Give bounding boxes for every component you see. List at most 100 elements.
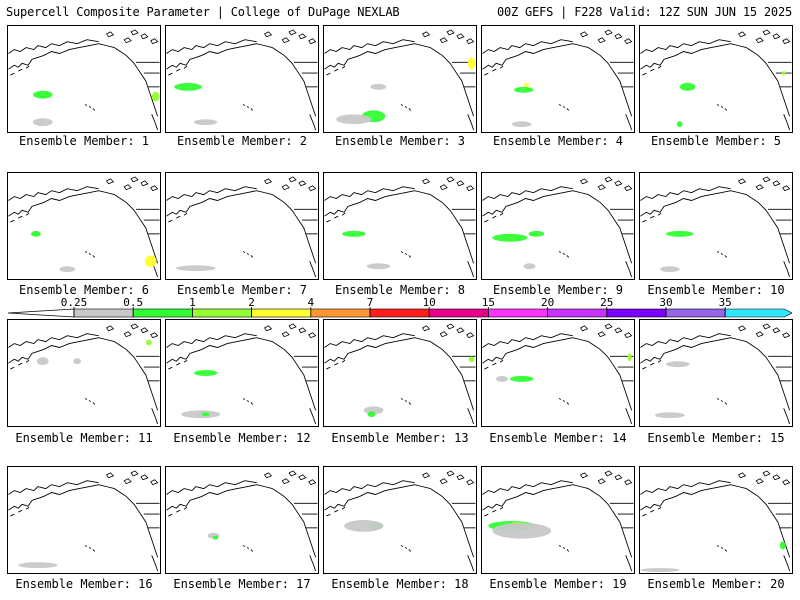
ensemble-member-caption: Ensemble Member: 15 <box>647 431 785 445</box>
scp-contour-color <box>627 353 632 362</box>
scp-colorbar <box>8 307 792 318</box>
scp-contour-gray <box>640 568 680 573</box>
map-canvas <box>482 176 634 278</box>
scp-contour-gray <box>18 562 58 569</box>
map-canvas <box>324 29 476 131</box>
scp-contour-gray <box>73 358 82 365</box>
colorbar-segment <box>724 308 792 318</box>
colorbar-segment <box>369 308 430 318</box>
ensemble-member-caption: Ensemble Member: 7 <box>176 283 308 297</box>
scp-contour-gray <box>363 406 384 415</box>
map-canvas <box>8 176 160 278</box>
ensemble-member-map-6 <box>7 172 161 280</box>
ensemble-member-caption: Ensemble Member: 9 <box>492 283 624 297</box>
ensemble-member-map-9 <box>481 172 635 280</box>
scp-contour-color <box>31 230 41 237</box>
scp-contour-color <box>679 82 696 91</box>
scp-contour-color <box>342 230 366 237</box>
scp-contour-gray <box>665 361 690 368</box>
ensemble-member-map-1 <box>7 25 161 133</box>
scp-contour-color <box>151 91 160 102</box>
ensemble-member-caption: Ensemble Member: 6 <box>18 283 150 297</box>
map-canvas <box>640 323 792 425</box>
scp-contour-gray <box>336 114 372 125</box>
scp-contour-gray <box>496 375 508 382</box>
scp-contour-gray <box>370 83 387 90</box>
ensemble-member-caption: Ensemble Member: 11 <box>15 431 153 445</box>
map-canvas <box>324 470 476 572</box>
ensemble-member-caption: Ensemble Member: 12 <box>173 431 311 445</box>
colorbar-labels: 0.25 0.5 1 2 4 7 10 15 20 25 30 35 <box>0 296 800 309</box>
scp-contour-color <box>193 370 218 376</box>
map-canvas <box>324 323 476 425</box>
ensemble-member-map-10 <box>639 172 793 280</box>
map-canvas <box>166 470 318 572</box>
scp-contour-gray <box>193 119 218 126</box>
colorbar-segment <box>547 308 608 318</box>
ensemble-member-map-5 <box>639 25 793 133</box>
scp-contour-color <box>781 71 786 76</box>
scp-contour-color <box>367 411 376 418</box>
map-canvas <box>640 176 792 278</box>
scp-contour-color <box>468 356 475 363</box>
scp-contour-color <box>212 535 219 540</box>
map-canvas <box>8 470 160 572</box>
scp-contour-color <box>676 121 683 128</box>
colorbar-label: 15 <box>481 296 496 309</box>
map-canvas <box>8 323 160 425</box>
ensemble-member-caption: Ensemble Member: 3 <box>334 134 466 148</box>
map-canvas <box>640 470 792 573</box>
ensemble-member-map-17 <box>165 466 319 574</box>
colorbar-segment <box>132 308 193 318</box>
map-canvas <box>482 323 634 425</box>
colorbar-label: 2 <box>248 296 255 309</box>
scp-contour-gray <box>59 266 76 273</box>
ensemble-member-caption: Ensemble Member: 19 <box>489 577 627 591</box>
ensemble-member-map-14 <box>481 319 635 427</box>
colorbar-segment <box>251 308 312 318</box>
ensemble-member-map-3 <box>323 25 477 133</box>
colorbar-segment <box>606 308 667 318</box>
map-canvas <box>166 29 318 131</box>
map-canvas <box>324 176 476 278</box>
scp-contour-gray <box>655 412 685 419</box>
colorbar-label: 7 <box>366 296 374 309</box>
ensemble-member-caption: Ensemble Member: 5 <box>650 134 782 148</box>
ensemble-member-map-13 <box>323 319 477 427</box>
scp-contour-gray <box>36 357 49 366</box>
ensemble-member-caption: Ensemble Member: 17 <box>173 577 311 591</box>
ensemble-member-caption: Ensemble Member: 14 <box>489 431 627 445</box>
ensemble-member-map-4 <box>481 25 635 133</box>
colorbar-label: 4 <box>307 296 315 309</box>
colorbar-label: 0.25 <box>60 296 88 309</box>
map-canvas <box>166 323 318 425</box>
ensemble-member-caption: Ensemble Member: 10 <box>647 283 785 297</box>
scp-contour-color <box>513 86 534 93</box>
ensemble-member-caption: Ensemble Member: 16 <box>15 577 153 591</box>
colorbar-label: 10 <box>422 296 436 309</box>
ensemble-member-caption: Ensemble Member: 1 <box>18 134 150 148</box>
scp-contour-color <box>528 230 545 237</box>
scp-contour-color <box>492 233 528 242</box>
ensemble-member-map-16 <box>7 466 161 574</box>
scp-contour-color <box>145 339 152 346</box>
ensemble-member-map-8 <box>323 172 477 280</box>
ensemble-member-caption: Ensemble Member: 20 <box>647 577 785 591</box>
scp-contour-gray <box>176 265 216 272</box>
scp-contour-gray <box>181 410 221 419</box>
scp-contour-color <box>32 90 53 99</box>
colorbar-segment <box>488 308 548 318</box>
scp-contour-color <box>174 82 202 91</box>
map-canvas <box>166 176 318 278</box>
scp-contour-gray <box>523 263 536 270</box>
colorbar-segment <box>73 308 134 318</box>
scp-contour-gray <box>32 118 53 127</box>
scp-contour-color <box>509 375 534 382</box>
ensemble-member-map-2 <box>165 25 319 133</box>
ensemble-member-caption: Ensemble Member: 4 <box>492 134 624 148</box>
colorbar-label: 30 <box>659 296 673 309</box>
ensemble-member-map-20 <box>639 466 793 574</box>
scp-contour-gray <box>511 121 532 128</box>
scp-contour-gray <box>492 522 552 539</box>
colorbar-segment <box>665 308 726 318</box>
